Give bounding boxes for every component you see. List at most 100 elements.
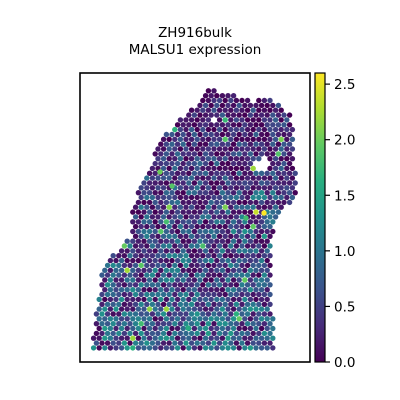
expression-spot <box>163 160 170 167</box>
expression-spot <box>96 325 102 332</box>
expression-spot <box>247 219 254 225</box>
expression-spot <box>289 156 296 162</box>
expression-spot <box>130 316 136 322</box>
expression-spot <box>261 214 268 220</box>
expression-spot <box>149 282 156 288</box>
expression-spot <box>233 282 240 288</box>
expression-spot <box>225 141 231 147</box>
expression-spot <box>121 311 128 317</box>
expression-spot <box>149 291 156 298</box>
expression-spot <box>267 204 273 210</box>
expression-spot <box>113 287 119 293</box>
expression-spot <box>222 156 228 162</box>
expression-spot <box>230 209 237 215</box>
expression-spot <box>284 165 290 172</box>
expression-spot <box>188 156 195 162</box>
expression-spot <box>191 180 198 186</box>
expression-spot <box>149 330 156 337</box>
expression-spot <box>230 296 237 303</box>
expression-spot <box>270 160 276 167</box>
expression-spot <box>258 199 265 206</box>
expression-spot <box>132 243 139 249</box>
expression-spot <box>177 291 184 298</box>
expression-spot <box>205 194 212 201</box>
expression-spot <box>230 219 237 225</box>
expression-spot <box>264 335 270 341</box>
expression-spot <box>186 141 192 147</box>
expression-spot <box>208 112 214 118</box>
expression-spot <box>267 233 273 239</box>
expression-spot <box>247 238 254 244</box>
expression-spot <box>155 156 161 162</box>
expression-spot <box>275 199 282 206</box>
expression-spot <box>200 194 206 201</box>
expression-spot <box>289 175 296 181</box>
expression-spot <box>160 301 167 307</box>
expression-spot <box>96 345 102 351</box>
expression-spot <box>160 272 167 278</box>
expression-spot <box>172 282 178 288</box>
expression-spot <box>180 170 186 176</box>
expression-spot <box>158 248 164 254</box>
expression-spot <box>191 112 198 118</box>
colorbar <box>314 72 326 363</box>
expression-spot <box>163 238 170 244</box>
expression-spot <box>155 175 161 181</box>
expression-spot <box>160 253 167 259</box>
expression-spot <box>222 301 228 307</box>
expression-spot <box>149 272 156 278</box>
expression-spot <box>135 257 142 264</box>
expression-spot <box>256 223 262 230</box>
expression-spot <box>186 306 192 312</box>
expression-spot <box>256 214 262 220</box>
expression-spot <box>200 282 206 288</box>
expression-spot <box>191 248 198 254</box>
expression-spot <box>222 126 228 133</box>
expression-spot <box>256 262 262 269</box>
expression-spot <box>261 330 268 337</box>
expression-spot <box>239 262 245 269</box>
expression-spot <box>205 311 212 317</box>
expression-spot <box>188 136 195 142</box>
expression-spot <box>172 243 178 249</box>
expression-spot <box>194 107 200 113</box>
expression-spot <box>102 316 108 322</box>
expression-spot <box>200 311 206 317</box>
expression-spot <box>146 287 153 293</box>
expression-spot <box>216 282 223 288</box>
expression-spot <box>166 165 172 172</box>
expression-spot <box>197 112 203 118</box>
expression-spot <box>205 233 212 239</box>
expression-spot <box>239 340 245 346</box>
expression-spot <box>233 330 240 337</box>
expression-spot <box>93 321 100 327</box>
expression-spot <box>222 340 228 346</box>
expression-spot <box>127 311 133 317</box>
expression-spot <box>219 228 226 235</box>
expression-spot <box>222 243 228 249</box>
expression-spot <box>243 215 249 221</box>
expression-spot <box>208 257 214 264</box>
expression-spot <box>264 316 270 322</box>
expression-spot <box>236 102 242 109</box>
expression-spot <box>239 223 245 230</box>
expression-spot <box>222 253 228 259</box>
expression-spot <box>264 277 270 283</box>
expression-spot <box>253 122 259 128</box>
expression-spot <box>191 160 198 167</box>
expression-spot <box>158 316 164 322</box>
expression-spot <box>118 345 125 351</box>
expression-spot <box>253 287 259 293</box>
expression-spot <box>275 170 282 176</box>
expression-spot <box>228 301 234 307</box>
expression-spot <box>163 325 170 332</box>
expression-spot <box>292 190 298 196</box>
expression-spot <box>267 214 273 220</box>
expression-spot <box>152 257 158 264</box>
expression-spot <box>275 112 282 118</box>
expression-spot <box>242 345 248 351</box>
expression-spot <box>132 301 139 307</box>
expression-spot <box>250 291 256 298</box>
expression-spot <box>99 330 105 337</box>
expression-spot <box>244 194 251 201</box>
